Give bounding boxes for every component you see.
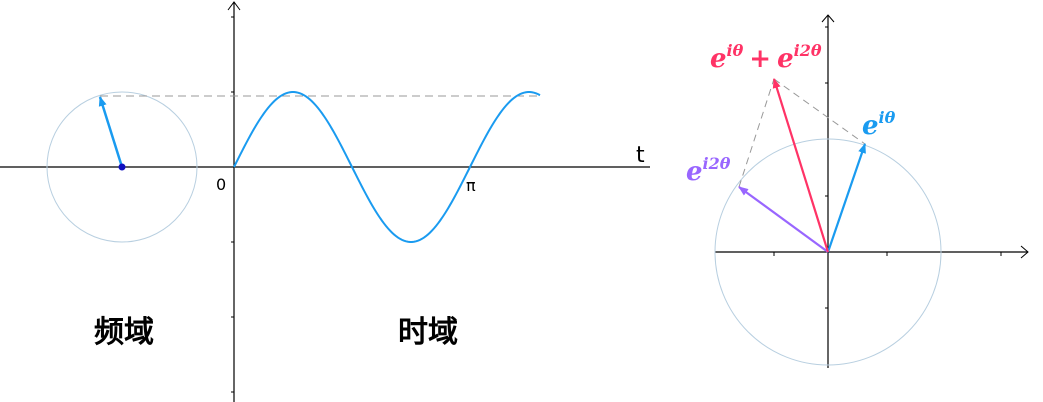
sum-label: eiθ + ei2θ [710,41,822,74]
circle-center-point [118,163,126,171]
time-domain-label: 时域 [398,315,458,350]
pi-label: π [466,176,476,195]
e-i2theta-arrow [738,186,829,253]
axis-ticks [773,26,1002,309]
e-i2theta-label: ei2θ [686,154,731,187]
sum-arrow [772,78,830,253]
parallelogram-dashed-2 [773,78,866,145]
time-domain-plot: 0 π t 频域 时域 [0,1,650,402]
origin-label: 0 [216,175,226,194]
real-axis-arrow-icon [1020,245,1029,259]
y-axis-ticks [231,16,234,393]
phasor-sum-plot: eiθ + ei2θ eiθ ei2θ [686,14,1029,368]
sine-wave [233,91,541,243]
unit-circle [46,91,198,243]
imag-axis-arrow-icon [821,14,835,23]
e-itheta-arrow [826,143,867,253]
unit-circle-right [714,138,942,366]
t-axis-label: t [636,143,645,168]
y-axis-arrow-icon [227,1,241,11]
parallelogram-dashed-1 [738,78,775,188]
e-itheta-label: eiθ [862,108,896,141]
frequency-domain-label: 频域 [94,315,154,350]
rotating-phasor-arrow [98,96,124,168]
